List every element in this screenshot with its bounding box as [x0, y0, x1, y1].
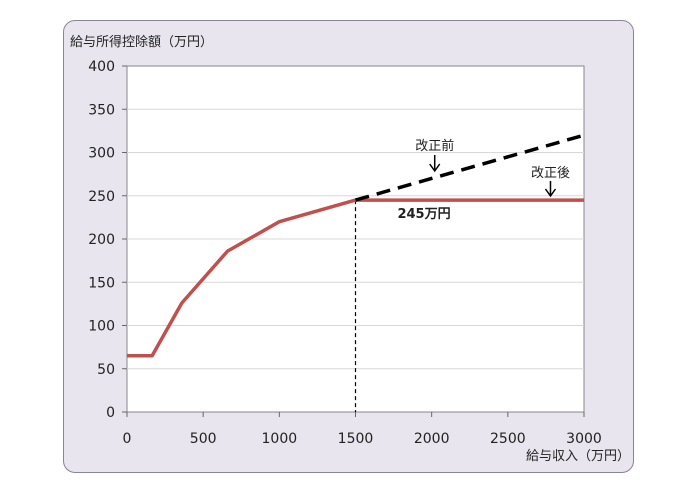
y-tick-label: 300 — [88, 146, 115, 162]
axis-ticks: 0 50 100 150 200 250 300 350 400 0 500 1000 1500 2000… — [88, 59, 602, 447]
x-axis-title: 給与収入（万円） — [526, 449, 630, 464]
before-reform-arrow-icon — [429, 155, 441, 173]
y-gridlines — [127, 108, 584, 370]
y-tick-label: 50 — [97, 362, 115, 378]
x-tick-label: 1000 — [262, 431, 298, 447]
y-tick-label: 150 — [88, 275, 115, 291]
y-tick-label: 350 — [88, 102, 115, 118]
cap-value-label: 245万円 — [397, 207, 450, 222]
x-tick-label: 3000 — [566, 431, 602, 447]
x-tick-label: 2000 — [414, 431, 450, 447]
y-tick-label: 400 — [88, 59, 115, 75]
x-tick-label: 500 — [190, 431, 217, 447]
series-line-before-reform — [355, 133, 585, 202]
y-tick-label: 250 — [88, 189, 115, 205]
y-tick-label: 0 — [106, 405, 115, 421]
x-tick-label: 2500 — [490, 431, 526, 447]
y-tick-label: 100 — [88, 319, 115, 335]
before-reform-label: 改正前 — [415, 138, 454, 154]
after-reform-arrow-icon — [544, 181, 557, 198]
y-axis-title: 給与所得控除額（万円） — [70, 34, 213, 50]
y-tick-label: 200 — [88, 232, 115, 248]
x-tick-label: 0 — [123, 431, 132, 447]
after-reform-label: 改正後 — [531, 166, 570, 181]
x-tick-label: 1500 — [338, 431, 374, 447]
